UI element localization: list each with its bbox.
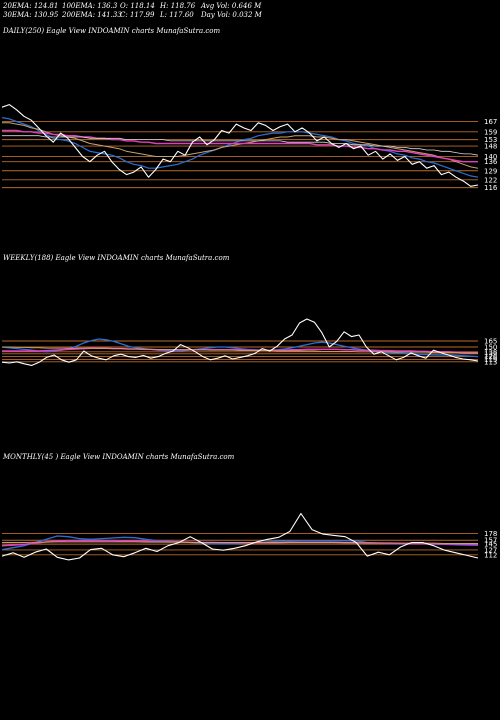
level-label-159: 159 <box>484 128 497 136</box>
level-label-150: 150 <box>484 344 497 352</box>
level-label-148: 148 <box>484 143 497 151</box>
weekly-panel-title: WEEKLY(188) Eagle View INDOAMIN charts M… <box>3 254 230 262</box>
level-label-136: 136 <box>484 158 498 166</box>
series-ema_b-line <box>2 347 478 354</box>
ema20-stat: 20EMA: 124.81 <box>3 2 59 10</box>
level-label-112: 112 <box>484 551 497 559</box>
series-price-line <box>1 512 479 561</box>
ema100-stat: 100EMA: 136.3 <box>62 2 118 10</box>
close-stat: C: 117.99 <box>120 11 155 19</box>
low-stat: L: 117.60 <box>160 11 194 19</box>
level-label-140: 140 <box>484 153 497 161</box>
level-label-127: 127 <box>484 546 497 554</box>
ema30-stat: 30EMA: 130.95 <box>3 11 59 19</box>
level-label-113: 113 <box>484 358 497 366</box>
level-label-138: 138 <box>484 348 497 356</box>
avg-vol-stat: Avg Vol: 0.646 M <box>201 2 262 10</box>
level-label-153: 153 <box>484 136 497 144</box>
level-label-133: 133 <box>484 350 497 358</box>
high-stat: H: 118.76 <box>160 2 196 10</box>
series-price-line <box>1 104 479 187</box>
open-stat: O: 118.14 <box>120 2 155 10</box>
series-ema200-line <box>2 135 479 156</box>
series-ema_c-line <box>2 541 478 544</box>
daily-panel-title: DAILY(250) Eagle View INDOAMIN charts Mu… <box>3 27 221 35</box>
level-label-116: 116 <box>484 184 498 192</box>
level-label-145: 145 <box>484 541 497 549</box>
level-label-119: 119 <box>484 356 497 364</box>
day-vol-stat: Day Vol: 0.032 M <box>201 11 262 19</box>
series-ema_a-line <box>1 338 479 358</box>
level-label-129: 129 <box>484 167 497 175</box>
series-ema_c-line <box>2 346 478 354</box>
monthly-panel-title: MONTHLY(45 ) Eagle View INDOAMIN charts … <box>3 453 235 461</box>
level-label-165: 165 <box>484 338 497 346</box>
level-label-178: 178 <box>484 530 497 538</box>
level-label-167: 167 <box>484 118 497 126</box>
level-label-122: 122 <box>484 176 497 184</box>
level-label-157: 157 <box>484 537 497 545</box>
ema200-stat: 200EMA: 141.33 <box>62 11 122 19</box>
level-label-126: 126 <box>484 353 498 361</box>
series-price-line <box>1 318 479 366</box>
